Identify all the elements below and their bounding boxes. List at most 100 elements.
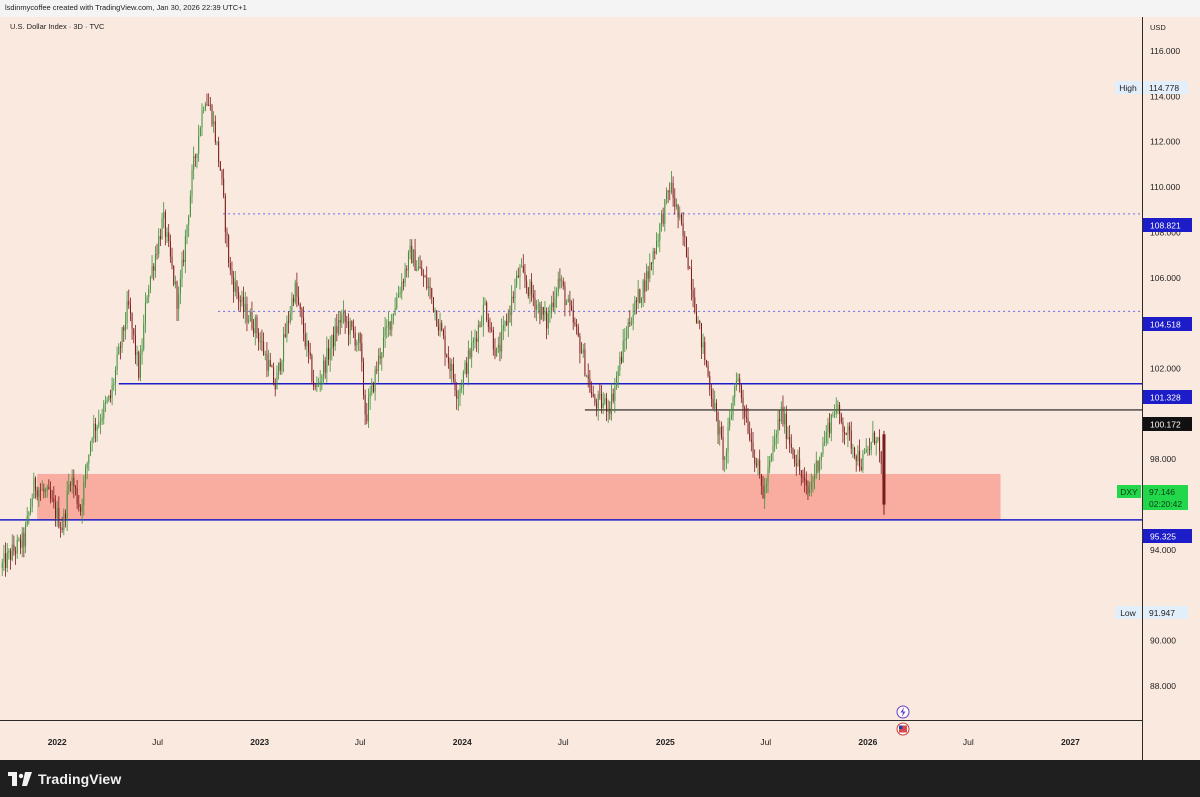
candle-body <box>35 478 37 491</box>
candle-body <box>546 311 548 329</box>
currency-label: USD <box>1150 23 1166 32</box>
candle-body <box>589 378 591 393</box>
tradingview-brand: TradingView <box>38 771 122 787</box>
candle-body <box>592 394 594 397</box>
candle-body <box>606 398 608 412</box>
candle-body <box>749 433 751 440</box>
candle-body <box>369 392 371 398</box>
candle-body <box>31 498 33 508</box>
candle-body <box>787 436 789 439</box>
candle-body <box>411 245 413 264</box>
candle-body <box>659 223 661 241</box>
candle-body <box>299 303 301 309</box>
candle-body <box>349 321 351 335</box>
candle-body <box>116 354 118 370</box>
candle-body <box>199 127 201 136</box>
candle-body <box>752 442 754 457</box>
candle-body <box>11 544 13 560</box>
candle-body <box>229 263 231 270</box>
credit-text: lsdinmycoffee created with TradingView.c… <box>5 3 247 12</box>
candle-body <box>804 478 806 481</box>
candle-body <box>139 354 141 378</box>
candle-body <box>183 259 185 262</box>
candle-body <box>134 335 136 356</box>
price-tick-label: 90.000 <box>1150 636 1176 646</box>
candle-body <box>111 385 113 399</box>
candle-body <box>338 320 340 334</box>
candle-body <box>740 385 742 398</box>
event-markers[interactable] <box>896 705 910 736</box>
candle-body <box>437 326 439 331</box>
candle-body <box>614 386 616 401</box>
candle-body <box>660 214 662 224</box>
candle-body <box>880 451 882 464</box>
candle-body <box>106 400 108 403</box>
candle-body <box>805 480 807 486</box>
candle-body <box>104 402 106 404</box>
tradingview-logo[interactable]: TradingView <box>8 770 121 788</box>
level-label-100: 100.172 <box>1143 417 1192 431</box>
candle-body <box>677 204 679 218</box>
candle-body <box>206 104 208 105</box>
candle-body <box>213 121 215 125</box>
chart-area[interactable]: U.S. Dollar Index · 3D · TVC USD 116.000… <box>0 17 1200 760</box>
candle-body <box>587 375 589 379</box>
candle-body <box>647 271 649 279</box>
candle-body <box>511 296 513 315</box>
candle-body <box>288 321 290 323</box>
candle-body <box>496 347 498 357</box>
candle-body <box>65 513 67 519</box>
candle-body <box>166 232 168 238</box>
candle-body <box>506 321 508 326</box>
candle-body <box>368 397 370 422</box>
candle-body <box>449 362 451 371</box>
candle-body <box>129 305 131 314</box>
price-tick-label: 108.000 <box>1150 227 1181 237</box>
candle-body <box>238 292 240 301</box>
candle-body <box>118 346 120 355</box>
price-tick-label: 88.000 <box>1150 681 1176 691</box>
candle-body <box>346 321 348 323</box>
candle-body <box>424 276 426 278</box>
candle-body <box>832 414 834 416</box>
candle-body <box>472 339 474 343</box>
candle-body <box>770 453 772 461</box>
candle-body <box>81 505 83 512</box>
candle-body <box>397 294 399 298</box>
candle-body <box>184 235 186 262</box>
price-tick-label: 106.000 <box>1150 273 1181 283</box>
candle-body <box>409 245 411 253</box>
candle-body-last <box>882 434 886 505</box>
candle-body <box>328 347 330 360</box>
candle-body <box>597 394 599 409</box>
candle-body <box>259 341 261 343</box>
candle-body <box>699 320 701 324</box>
candle-body <box>829 422 831 434</box>
candle-body <box>775 434 777 438</box>
level-label-101: 101.328 <box>1143 390 1192 404</box>
candle-body <box>84 468 86 482</box>
candle-body <box>476 338 478 342</box>
candle-body <box>504 321 506 326</box>
candle-body <box>429 286 431 289</box>
candle-body <box>824 442 826 443</box>
candle-body <box>577 326 579 336</box>
candle-body <box>28 512 30 516</box>
candle-body <box>835 409 837 414</box>
candle-body <box>186 224 188 236</box>
candle-body <box>457 396 459 399</box>
symbol-tag-box <box>1117 485 1141 498</box>
candle-body <box>774 437 776 446</box>
candle-body <box>636 300 638 303</box>
support-zone[interactable] <box>37 473 1001 520</box>
candle-body <box>334 326 336 347</box>
candle-body <box>363 361 365 395</box>
candle-body <box>564 286 566 306</box>
candle-body <box>241 296 243 302</box>
level-104-value: 104.518 <box>1150 320 1181 330</box>
candle-body <box>421 267 423 276</box>
candle-body <box>281 361 283 371</box>
price-chart[interactable]: U.S. Dollar Index · 3D · TVC USD 116.000… <box>0 17 1200 760</box>
candle-body <box>239 300 241 302</box>
